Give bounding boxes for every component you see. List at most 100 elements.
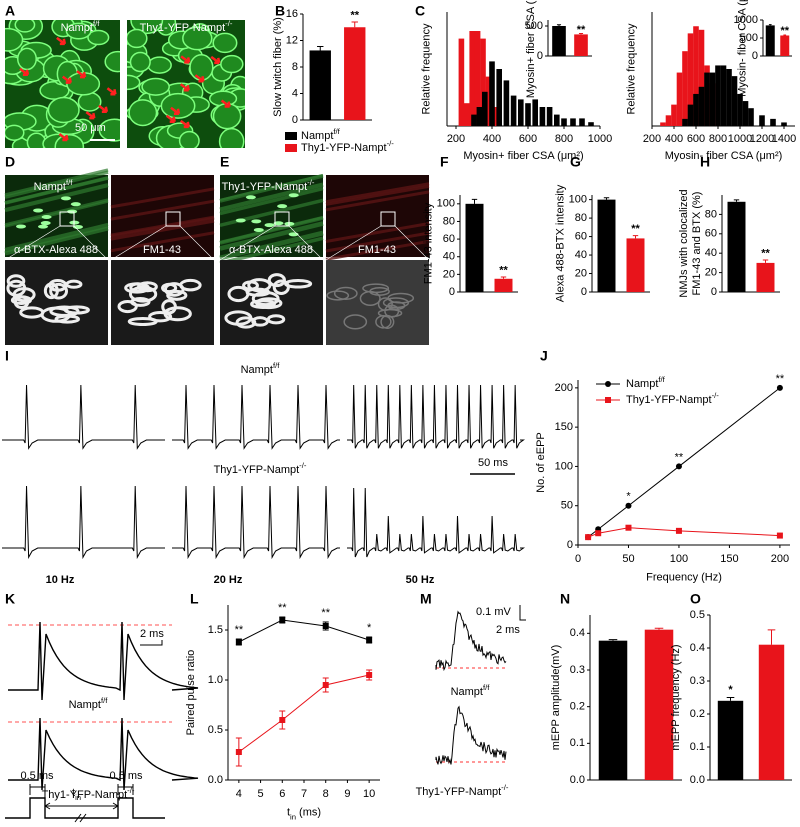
y-tick-label: 0 [752, 50, 758, 62]
y-tick-label: 20 [705, 267, 717, 279]
x-tick-label: 9 [344, 788, 350, 800]
histogram-bar [665, 115, 672, 126]
legend-label-part: Thy1-YFP-Nampt [301, 142, 387, 154]
histogram-bar [525, 103, 531, 126]
y-axis-label: Relative frequency [626, 23, 638, 115]
zoom-line [110, 225, 167, 261]
nmj-blob [48, 278, 68, 292]
legend-label: Namptf/f [626, 375, 666, 390]
histogram-bar [715, 65, 721, 126]
roi-box [59, 211, 75, 227]
trace-label: Thy1-YFP-Nampt-/- [42, 786, 135, 801]
y-tick-label: 80 [575, 212, 587, 224]
error-bar [608, 639, 618, 641]
point [279, 717, 286, 723]
y-axis-label: Myosin+ fiber CSA (μm²) [525, 0, 537, 98]
trace-label-part: Thy1-YFP-Nampt [214, 464, 300, 476]
histogram-bar [464, 103, 470, 126]
fiber-streak [110, 199, 215, 221]
histogram-bar [561, 118, 567, 126]
legend-label-part: Thy1-YFP-Nampt [626, 394, 712, 406]
y-tick-label: 16 [286, 8, 298, 20]
fiber-outline [160, 92, 196, 119]
error-bar [762, 259, 769, 263]
error-bar [603, 197, 610, 200]
fiber-outline [65, 22, 92, 40]
micrograph-group [5, 20, 120, 148]
x-tick-label: 5 [258, 788, 264, 800]
point [322, 682, 329, 688]
y-tick-label: 0.0 [208, 774, 223, 786]
fiber-outline [212, 32, 238, 54]
x-tick-label: 100 [670, 553, 688, 565]
histogram-bar [737, 93, 743, 126]
y-tick-label: 1.0 [208, 674, 223, 686]
y-tick-label: 20 [443, 268, 455, 280]
fiber-streak [219, 182, 324, 212]
series-line [587, 527, 780, 538]
panel-letter: A [5, 3, 15, 19]
y-tick-label: 60 [443, 233, 455, 245]
histogram-bar [496, 69, 502, 126]
legend-label-part: -/- [387, 139, 395, 148]
arrow [170, 106, 181, 115]
y-tick-label: 0.4 [570, 627, 585, 639]
arrow [194, 74, 205, 83]
stimulus [5, 797, 165, 819]
point [776, 384, 783, 391]
nmj [70, 202, 81, 207]
point [366, 637, 373, 643]
channel-label: α-BTX-Alexa 488 [14, 244, 98, 256]
point-label: ** [278, 602, 287, 614]
fiber-streak [4, 200, 109, 228]
nmj-blob [251, 316, 269, 327]
fiber-streak [110, 231, 215, 253]
y-tick-label: 80 [705, 208, 717, 220]
histogram-bar [476, 107, 483, 126]
bar-label: ** [631, 223, 640, 235]
bar [780, 35, 790, 56]
histogram-bar [482, 91, 488, 126]
y-tick-label: 4 [292, 87, 298, 99]
trace [8, 717, 199, 791]
channel-label: α-BTX-Alexa 488 [229, 244, 313, 256]
arrow [61, 75, 72, 84]
histogram-bar [687, 33, 694, 126]
y-tick-label: 0 [581, 286, 587, 298]
x-tick-label: 50 [622, 553, 634, 565]
fiber-streak [4, 170, 109, 199]
x-tick-label: 10 [363, 788, 375, 800]
histogram-bar [693, 26, 699, 126]
fiber-outline [128, 99, 158, 127]
point [366, 672, 373, 678]
bar-label: ** [499, 264, 508, 276]
y-tick-label: 0.0 [570, 774, 585, 786]
fiber-streak [219, 221, 324, 251]
fiber-outline [104, 50, 120, 73]
histogram-bar [781, 122, 787, 126]
panel-letter: O [690, 591, 701, 607]
nmj [41, 214, 52, 219]
histogram-bar [518, 99, 524, 126]
bar-label: ** [577, 24, 586, 36]
x-axis-label: Myosin- fiber CSA (μm²) [665, 150, 783, 162]
y-tick-label: 50 [561, 500, 573, 512]
trace-label-part: Thy1-YFP-Nampt [42, 789, 128, 801]
image-label: Namptf/f [61, 19, 101, 34]
nmj [40, 221, 51, 226]
channel-label: FM1-43 [143, 244, 181, 256]
histogram-bar [726, 69, 732, 126]
histogram-bar [579, 118, 585, 126]
histogram-bar [474, 31, 481, 126]
x-tick-label: 200 [771, 553, 789, 565]
y-tick-label: 40 [443, 251, 455, 263]
error-bar [317, 45, 324, 51]
histogram-bar [720, 65, 727, 126]
arrow [85, 111, 96, 120]
point [776, 532, 783, 539]
fiber-streak [110, 216, 215, 238]
fiber-streak [4, 222, 109, 251]
series-line [587, 387, 781, 538]
y-tick-label: 0.2 [690, 708, 705, 720]
y-tick-label: 60 [705, 228, 717, 240]
